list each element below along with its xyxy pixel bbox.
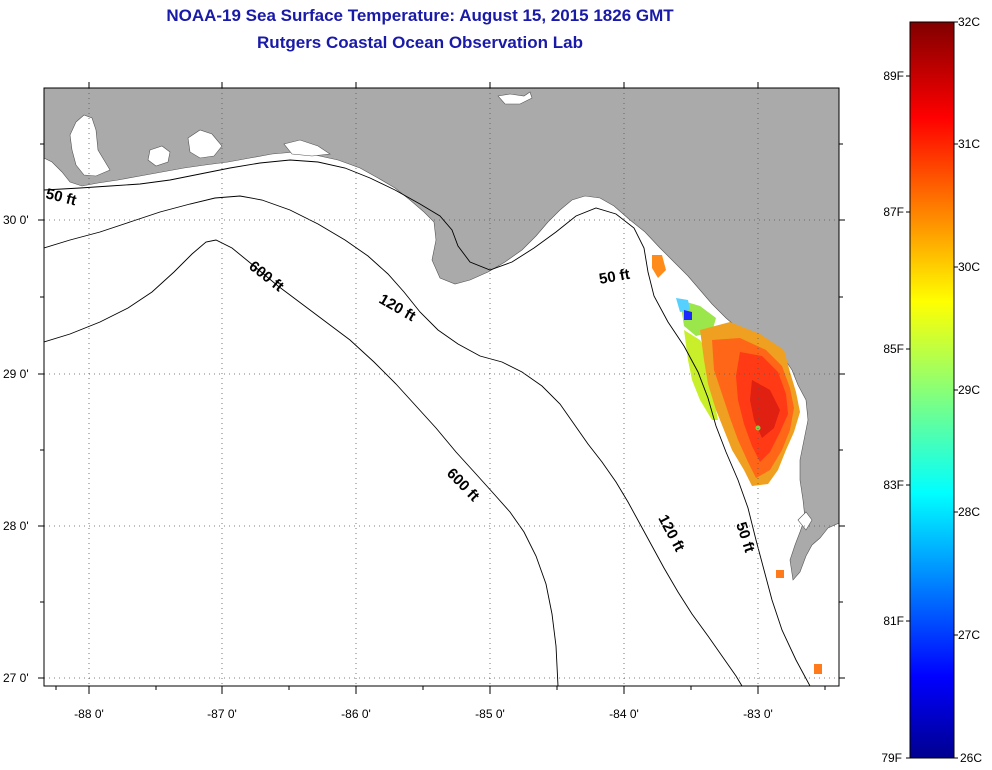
colorbar-label-27c: 27C [958,628,980,642]
colorbar-label-89f: 89F [883,69,904,83]
map-frame [43,87,840,687]
colorbar-label-79f: 79F [881,751,902,765]
lon-label-87: -87 0' [207,707,237,721]
colorbar-label-26c: 26C [960,751,982,765]
colorbar-label-31c: 31C [958,137,980,151]
lat-ticks [38,143,845,679]
lat-label-27: 27 0' [3,671,29,685]
contour-label-50ft-mid: 50 ft [598,266,631,288]
lat-label-30: 30 0' [3,213,29,227]
map-subtitle: Rutgers Coastal Ocean Observation Lab [257,33,583,52]
contour-50ft [44,159,811,686]
lat-label-29: 29 0' [3,367,29,381]
colorbar-label-83f: 83F [883,478,904,492]
lon-ticks [55,82,826,694]
lon-label-88: -88 0' [74,707,104,721]
colorbar-label-85f: 85F [883,342,904,356]
bay-water [69,114,111,177]
lon-label-84: -84 0' [609,707,639,721]
contour-600ft [44,239,559,686]
sst-data-patch [652,255,822,674]
lon-label-83: -83 0' [743,707,773,721]
contour-120ft [44,195,743,686]
colorbar-label-28c: 28C [958,505,980,519]
lon-label-85: -85 0' [475,707,505,721]
map-title: NOAA-19 Sea Surface Temperature: August … [166,6,674,25]
contour-label-50ft-west: 50 ft [44,185,78,209]
colorbar-label-32c: 32C [958,15,980,29]
lon-label-86: -86 0' [341,707,371,721]
colorbar-ticks [906,21,958,759]
colorbar-label-30c: 30C [958,260,980,274]
colorbar-label-29c: 29C [958,383,980,397]
sst-colorbar [909,21,955,759]
colorbar-label-87f: 87F [883,205,904,219]
colorbar-label-81f: 81F [883,614,904,628]
lat-label-28: 28 0' [3,519,29,533]
